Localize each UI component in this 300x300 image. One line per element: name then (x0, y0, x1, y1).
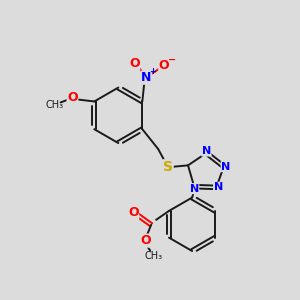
Text: O: O (140, 234, 151, 247)
Text: O: O (129, 57, 140, 70)
Text: CH₃: CH₃ (144, 251, 162, 262)
Text: N: N (141, 71, 152, 84)
Text: O: O (159, 59, 170, 72)
Text: O: O (67, 91, 78, 104)
Text: CH₃: CH₃ (46, 100, 64, 110)
Text: O: O (128, 206, 139, 219)
Text: N: N (221, 162, 230, 172)
Text: −: − (168, 55, 176, 65)
Text: N: N (190, 184, 199, 194)
Text: S: S (163, 160, 173, 174)
Text: N: N (202, 146, 211, 156)
Text: N: N (214, 182, 223, 192)
Text: +: + (149, 67, 156, 76)
